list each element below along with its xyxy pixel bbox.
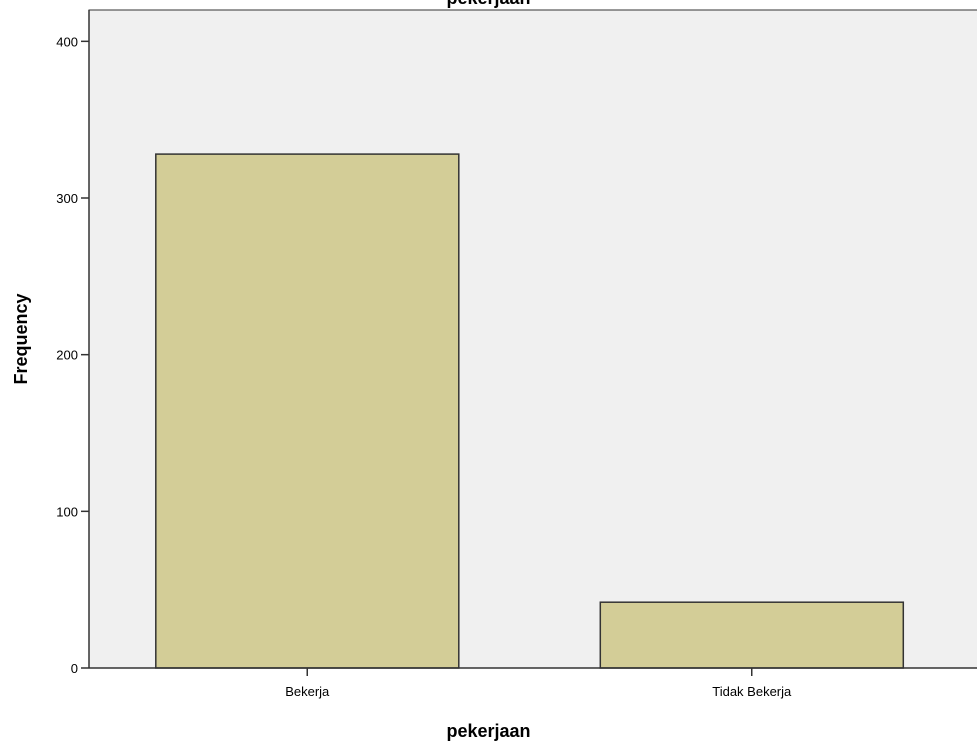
bar-bekerja — [155, 153, 460, 669]
x-tick-label: Bekerja — [285, 684, 330, 699]
x-axis-title: pekerjaan — [446, 721, 530, 741]
y-tick-label: 300 — [56, 191, 78, 206]
bar-tidak-bekerja — [599, 601, 905, 669]
x-tick-label: Tidak Bekerja — [712, 684, 792, 699]
y-tick-label: 200 — [56, 348, 78, 363]
y-tick-label: 400 — [56, 34, 78, 49]
y-tick-label: 0 — [71, 661, 78, 676]
axes — [88, 10, 977, 669]
x-axis-ticks: Bekerja Tidak Bekerja — [285, 668, 792, 699]
chart-title: pekerjaan — [446, 0, 530, 8]
y-axis-ticks: 0 100 200 300 400 — [56, 34, 89, 676]
y-axis-title: Frequency — [11, 293, 31, 384]
y-tick-label: 100 — [56, 504, 78, 519]
